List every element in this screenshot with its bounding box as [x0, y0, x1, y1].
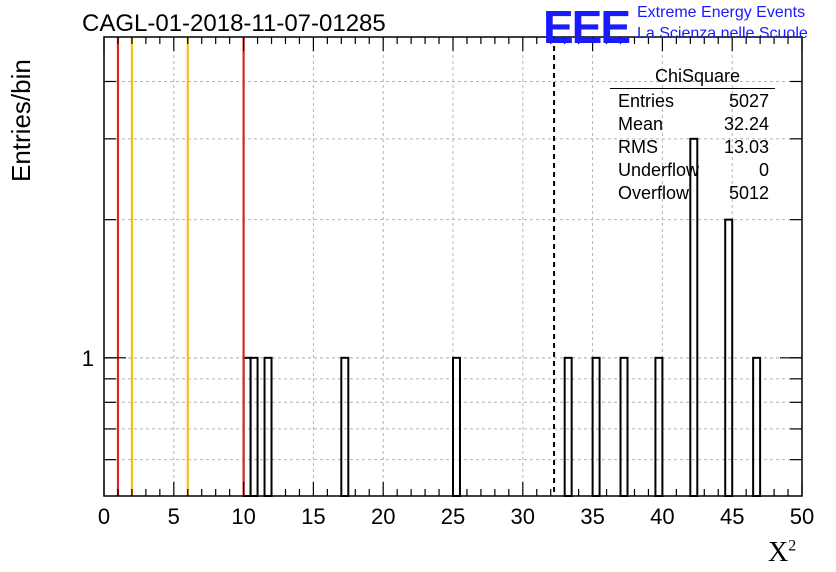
- x-tick-label: 20: [371, 504, 395, 529]
- stats-value: 5012: [728, 183, 769, 203]
- stats-row-entries: Entries 5027: [610, 90, 775, 113]
- stats-row-rms: RMS 13.03: [610, 136, 775, 159]
- x-axis-label: X2: [768, 537, 796, 569]
- chart-title: CAGL-01-2018-11-07-01285: [82, 10, 386, 37]
- stats-row-underflow: Underflow 0: [610, 159, 775, 182]
- stats-label: RMS: [618, 137, 658, 157]
- x-axis-ticks: 0 5 10 15 20 25 30 35 40 45 50: [98, 37, 814, 529]
- eee-logo-subtitle-1: Extreme Energy Events: [637, 4, 806, 21]
- eee-logo: EEE: [543, 1, 631, 53]
- x-axis-label-base: X: [768, 537, 789, 568]
- y-axis-ticks: 1: [82, 80, 802, 461]
- stats-label: Entries: [618, 91, 675, 111]
- eee-logo-subtitle-2: La Scienza nelle Scuole: [637, 25, 808, 42]
- stats-label: Overflow: [618, 183, 690, 203]
- x-axis-label-exponent: 2: [788, 537, 797, 555]
- x-tick-label: 50: [790, 504, 814, 529]
- x-tick-label: 25: [441, 504, 465, 529]
- x-tick-label: 15: [301, 504, 325, 529]
- x-tick-label: 35: [580, 504, 604, 529]
- stats-value: 13.03: [723, 137, 769, 157]
- x-tick-label: 5: [168, 504, 180, 529]
- stats-label: Underflow: [618, 160, 700, 180]
- x-tick-label: 40: [650, 504, 674, 529]
- y-tick-label: 1: [82, 346, 94, 371]
- stats-value: 32.24: [723, 114, 769, 134]
- x-tick-label: 0: [98, 504, 110, 529]
- stats-box: ChiSquare Entries 5027 Mean 32.24 RMS 13…: [610, 66, 775, 205]
- stats-row-mean: Mean 32.24: [610, 113, 775, 136]
- stats-label: Mean: [618, 114, 664, 134]
- stats-row-overflow: Overflow 5012: [610, 182, 775, 205]
- x-tick-label: 10: [231, 504, 255, 529]
- stats-title: ChiSquare: [610, 66, 775, 89]
- y-axis-label: Entries/bin: [6, 59, 36, 182]
- stats-value: 0: [758, 160, 769, 180]
- stats-value: 5027: [728, 91, 769, 111]
- x-tick-label: 45: [720, 504, 744, 529]
- reference-lines: [116, 37, 556, 496]
- x-tick-label: 30: [511, 504, 535, 529]
